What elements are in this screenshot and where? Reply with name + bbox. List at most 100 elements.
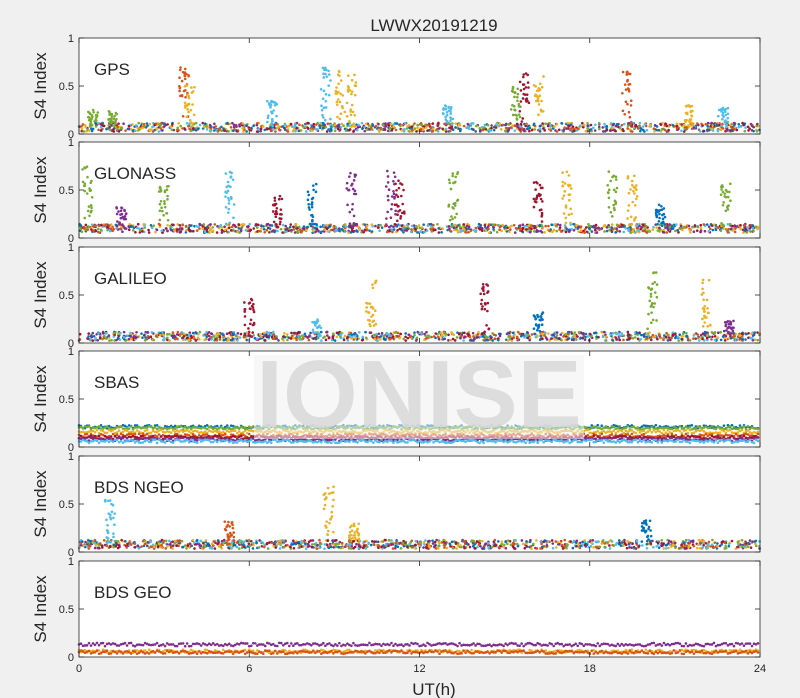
data-point: [498, 334, 502, 338]
data-point: [717, 108, 721, 112]
data-point: [605, 226, 609, 229]
data-point: [333, 123, 337, 127]
data-point: [478, 126, 482, 130]
data-point: [493, 337, 497, 340]
data-point: [355, 334, 359, 338]
data-point: [311, 320, 314, 324]
data-point: [271, 230, 274, 233]
data-point: [597, 125, 601, 129]
data-point: [479, 292, 482, 296]
data-point: [312, 125, 316, 128]
data-point: [293, 231, 297, 234]
data-point: [353, 173, 357, 177]
data-point: [650, 301, 654, 305]
data-point: [543, 129, 546, 132]
data-point: [376, 336, 380, 339]
data-point: [622, 338, 625, 342]
data-point: [621, 109, 625, 113]
data-point: [263, 334, 266, 337]
data-point: [249, 318, 253, 322]
data-point: [567, 183, 570, 187]
data-point: [277, 339, 280, 342]
data-point: [418, 226, 422, 230]
data-point: [113, 122, 117, 126]
data-point: [606, 191, 610, 194]
data-point: [354, 81, 358, 84]
data-point: [698, 130, 702, 133]
data-point: [707, 278, 711, 282]
data-point: [726, 195, 730, 199]
data-point: [275, 212, 279, 216]
data-point: [85, 130, 88, 133]
data-point: [314, 182, 318, 186]
data-point: [189, 108, 193, 112]
data-point: [297, 129, 301, 133]
data-point: [187, 124, 190, 128]
data-point: [386, 175, 390, 178]
data-point: [87, 225, 91, 229]
data-point: [254, 223, 258, 226]
data-point: [595, 335, 598, 339]
data-point: [653, 129, 656, 133]
data-point: [434, 332, 438, 335]
data-point: [289, 223, 293, 226]
data-point: [232, 228, 235, 232]
data-point: [159, 333, 162, 337]
data-point: [447, 333, 450, 337]
y-tick-label: 1: [68, 33, 74, 45]
data-point: [99, 129, 103, 132]
data-point: [397, 204, 400, 208]
data-point: [170, 334, 174, 338]
data-point: [723, 333, 726, 337]
data-point: [593, 123, 597, 127]
data-point: [351, 187, 355, 191]
data-point: [729, 334, 732, 338]
data-point: [594, 223, 598, 227]
data-point: [392, 225, 395, 229]
data-point: [569, 207, 572, 211]
data-point: [528, 126, 532, 130]
data-point: [309, 331, 312, 335]
data-point: [81, 123, 85, 126]
data-point: [80, 129, 84, 133]
data-point: [723, 120, 727, 124]
data-point: [705, 336, 709, 340]
data-point: [689, 118, 693, 121]
data-point: [674, 229, 677, 233]
data-point: [690, 104, 694, 108]
data-point: [497, 332, 501, 336]
data-point: [371, 313, 375, 317]
data-point: [726, 231, 730, 234]
data-point: [577, 127, 580, 131]
data-point: [516, 99, 519, 103]
data-point: [756, 338, 760, 342]
data-point: [270, 111, 274, 115]
data-point: [253, 336, 257, 340]
data-point: [733, 224, 737, 227]
data-point: [275, 206, 279, 210]
data-point: [401, 202, 404, 206]
data-point: [278, 128, 281, 132]
data-point: [539, 315, 543, 318]
data-point: [733, 337, 736, 340]
data-point: [627, 223, 631, 227]
data-point: [466, 231, 470, 234]
data-point: [265, 330, 269, 334]
data-point: [651, 282, 654, 286]
data-point: [503, 226, 506, 229]
data-point: [478, 130, 482, 133]
data-point: [641, 229, 645, 232]
data-point: [454, 201, 457, 205]
data-point: [166, 198, 169, 201]
data-point: [353, 125, 357, 128]
data-point: [614, 336, 618, 340]
data-point: [255, 337, 259, 340]
data-point: [429, 228, 433, 231]
data-point: [80, 127, 84, 131]
data-point: [706, 128, 709, 132]
data-point: [193, 224, 196, 228]
data-point: [203, 226, 207, 230]
data-point: [385, 169, 389, 173]
data-point: [537, 113, 540, 117]
data-point: [365, 228, 369, 232]
